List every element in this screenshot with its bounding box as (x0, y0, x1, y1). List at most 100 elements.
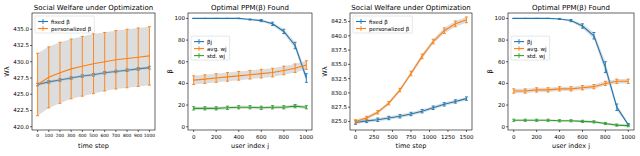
error-bar-cap (305, 60, 308, 61)
error-bar-cap (547, 87, 550, 88)
legend-errorbar (199, 53, 200, 58)
legend: fixed βpersonalized β (353, 16, 412, 33)
error-bar-cap (294, 107, 297, 108)
error-bar (260, 69, 263, 78)
error-bar (148, 27, 151, 86)
error-bar-cap (81, 36, 84, 37)
error-bar-cap (581, 23, 584, 24)
error-bar-cap (215, 73, 218, 74)
x-tick-label: 300 (67, 133, 76, 138)
error-bar-cap (512, 18, 515, 19)
error-bar-cap (512, 119, 515, 120)
y-tick-label: 825.0 (331, 118, 347, 124)
error-bar (570, 120, 573, 122)
frame (350, 13, 472, 130)
error-bar-cap (398, 118, 401, 119)
error-bar (226, 73, 229, 82)
error-bar-cap (615, 83, 618, 84)
error-bar-stem (193, 76, 194, 85)
error-bar-cap (387, 101, 390, 102)
y-axis-label: β (166, 69, 174, 73)
error-bar-cap (271, 105, 274, 106)
error-bar-cap (282, 33, 285, 34)
error-bar (410, 112, 413, 115)
error-bar-cap (365, 116, 368, 117)
error-bar-stem (272, 22, 273, 25)
error-bar-cap (410, 75, 413, 76)
error-bar (137, 28, 140, 86)
x-tick-label: 750 (406, 134, 417, 140)
error-bar-cap (203, 74, 206, 75)
error-bar-cap (137, 86, 140, 87)
error-bar-stem (261, 20, 262, 22)
error-bar-stem (628, 79, 629, 83)
error-bar (226, 106, 229, 109)
y-tick-label: 0 (182, 124, 186, 130)
x-tick-label: 1500 (459, 134, 473, 140)
error-bar-cap (260, 78, 263, 79)
error-bar-stem (628, 125, 629, 127)
error-bar (126, 29, 129, 88)
error-bar-cap (387, 116, 390, 117)
legend-label: fixed β (51, 19, 70, 26)
error-bar-cap (547, 121, 550, 122)
error-bar-cap (627, 79, 630, 80)
error-bar (305, 61, 308, 70)
error-bar-stem (250, 106, 251, 109)
error-bar-cap (547, 18, 550, 19)
error-bar-cap (305, 82, 308, 83)
error-bar-cap (558, 18, 561, 19)
x-tick-label: 0 (512, 134, 516, 140)
x-tick (115, 130, 116, 132)
error-bar-stem (548, 119, 549, 121)
error-bar-cap (271, 108, 274, 109)
error-bar-stem (616, 124, 617, 126)
error-bar (271, 22, 274, 25)
error-bar (203, 107, 206, 110)
error-bar-stem (283, 106, 284, 109)
error-bar-cap (237, 108, 240, 109)
error-bar-cap (443, 27, 446, 28)
series-line (194, 65, 307, 80)
error-bar-stem (536, 119, 537, 121)
error-bar (558, 87, 561, 91)
error-bar (354, 120, 357, 123)
error-bar-stem (204, 75, 205, 84)
legend: fixed βpersonalized β (35, 16, 94, 33)
legend-label: βj (207, 39, 213, 46)
error-bar (271, 68, 274, 77)
error-bar (592, 33, 595, 40)
legend-label: avg. wj (207, 46, 227, 53)
x-tick (429, 130, 430, 132)
error-bar-cap (237, 18, 240, 19)
legend-box (35, 16, 94, 33)
error-bar (558, 120, 561, 122)
error-bar-cap (215, 18, 218, 19)
error-bar-stem (250, 70, 251, 79)
y-tick-label: 100 (175, 15, 186, 21)
error-bar (581, 24, 584, 28)
series-line (356, 20, 467, 122)
error-bar-cap (103, 32, 106, 33)
x-tick (48, 130, 49, 132)
error-bar (215, 18, 218, 19)
error-bar-stem (216, 107, 217, 110)
error-bar-cap (421, 112, 424, 113)
error-bar-cap (271, 25, 274, 26)
error-bar-cap (148, 85, 151, 86)
x-tick (559, 130, 560, 132)
error-bar (581, 86, 584, 90)
error-bar-cap (454, 99, 457, 100)
error-bar-cap (398, 88, 401, 89)
error-bar-stem (616, 104, 617, 111)
error-band (38, 27, 150, 116)
legend-errorbar (43, 26, 44, 31)
x-tick (216, 130, 217, 132)
error-bar-cap (512, 88, 515, 89)
error-bar-stem (295, 42, 296, 49)
error-bar (535, 119, 538, 121)
y-tick-label: 435.0 (13, 26, 29, 32)
error-bar-stem (593, 85, 594, 89)
error-bar-cap (282, 105, 285, 106)
x-tick-label: 600 (577, 134, 588, 140)
